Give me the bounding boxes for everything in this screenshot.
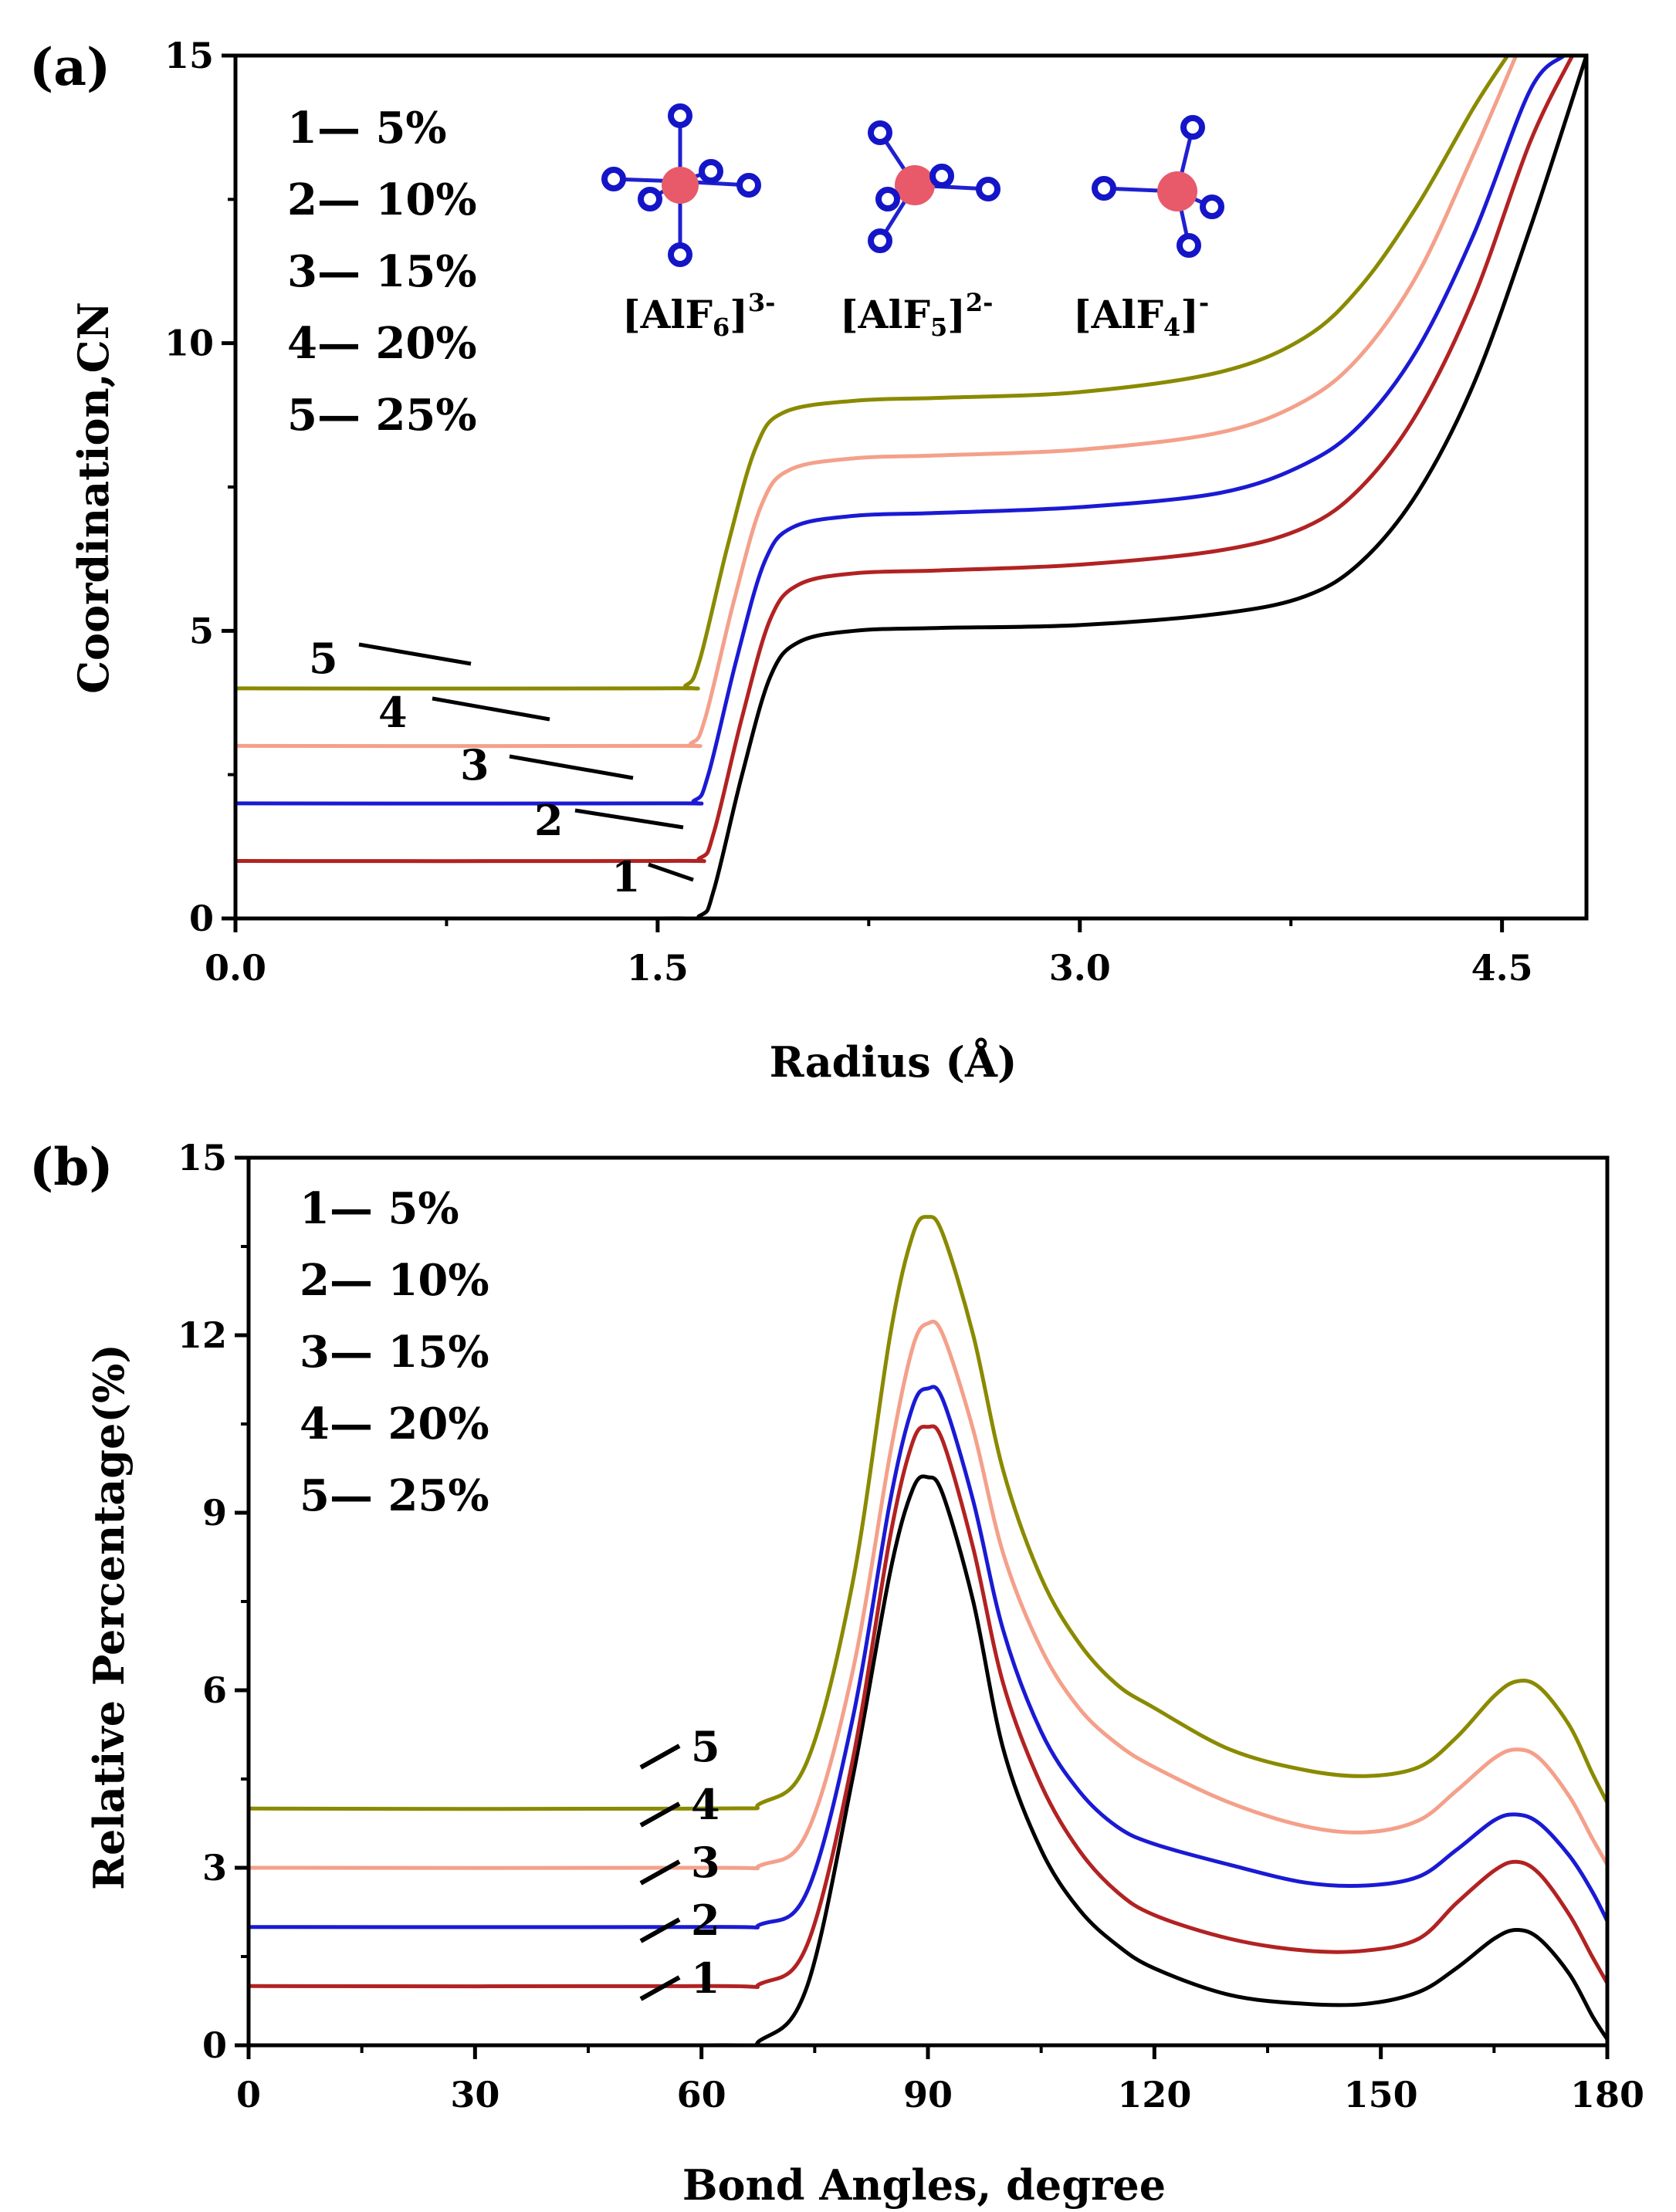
alf5-molecule-icon: [868, 120, 1001, 253]
legend-b-item-2: 2— 10%: [300, 1255, 489, 1306]
series-line-a-2: [235, 56, 1575, 864]
curve-label-a-3: 3: [460, 740, 489, 790]
panel-a-curves: [235, 56, 1586, 918]
alf6-molecule-icon: [601, 103, 761, 267]
series-line-b-1: [249, 1474, 1607, 2045]
y-tick-label-b: 15: [178, 1137, 227, 1179]
legend-a-item-3: 3— 15%: [287, 246, 477, 297]
x-tick-label-b: 60: [677, 2074, 726, 2116]
x-tick-label-b: 120: [1117, 2074, 1191, 2116]
curve-pointer-b-4: [639, 1801, 681, 1828]
series-line-a-4: [235, 56, 1519, 749]
x-tick-label-b: 30: [450, 2074, 499, 2116]
y-tick-label-b: 12: [178, 1314, 227, 1356]
panel-b-curve-labels: 5 4 3 2 1: [639, 1722, 720, 2003]
species-label-alf6: [AlF6]3-: [622, 288, 775, 342]
y-tick-label-b: 0: [202, 2024, 227, 2066]
panel-b-y-ticks: 0 3 6 9 12 15: [178, 1137, 249, 2066]
y-tick-label-a: 15: [164, 35, 214, 76]
legend-a-item-4: 4— 20%: [287, 318, 477, 369]
x-tick-label-a: 0.0: [205, 947, 266, 989]
panel-b-y-label: Relative Percentage(%): [84, 1344, 134, 1890]
curve-label-b-5: 5: [691, 1722, 720, 1771]
species-label-alf5: [AlF5]2-: [840, 288, 993, 342]
series-line-a-3: [235, 56, 1566, 806]
x-tick-label-b: 0: [236, 2074, 261, 2116]
curve-label-a-5: 5: [309, 634, 338, 683]
panel-a-x-ticks: 0.0 1.5 3.0 4.5: [205, 918, 1533, 989]
curve-pointer-a-3: [509, 754, 634, 780]
legend-b-item-3: 3— 15%: [300, 1327, 489, 1378]
legend-b-item-1: 1— 5%: [300, 1183, 459, 1234]
legend-a-item-1: 1— 5%: [287, 103, 447, 154]
panel-a-y-ticks: 0 5 10 15: [164, 35, 235, 939]
curve-label-b-4: 4: [691, 1780, 720, 1829]
x-tick-label-b: 150: [1344, 2074, 1418, 2116]
curve-pointer-b-5: [639, 1744, 681, 1770]
y-tick-label-a: 10: [164, 323, 214, 364]
panel-b-x-ticks: 0 30 60 90 120 150 180: [236, 2045, 1644, 2116]
panel-a-curve-labels: 5 4 3 2 1: [309, 634, 694, 901]
y-tick-label-b: 6: [202, 1669, 227, 1711]
series-line-b-5: [249, 1215, 1607, 1811]
alf4-molecule-icon: [1092, 115, 1224, 258]
x-tick-label-b: 180: [1570, 2074, 1644, 2116]
curve-label-b-1: 1: [691, 1953, 720, 2003]
panel-b-curves: [249, 1215, 1607, 2045]
curve-label-b-3: 3: [691, 1838, 720, 1887]
y-tick-label-b: 9: [202, 1492, 227, 1534]
x-tick-label-a: 3.0: [1049, 947, 1111, 989]
y-tick-label-a: 5: [189, 610, 214, 651]
series-line-b-3: [249, 1385, 1607, 1930]
species-label-alf4: [AlF4]-: [1073, 288, 1209, 342]
panel-b-x-label: Bond Angles, degree: [682, 2160, 1166, 2210]
panel-b-legend: 1— 5% 2— 10% 3— 15% 4— 20% 5— 25%: [300, 1183, 489, 1521]
legend-b-item-5: 5— 25%: [300, 1470, 489, 1521]
x-tick-label-b: 90: [903, 2074, 953, 2116]
curve-pointer-b-2: [639, 1917, 681, 1943]
series-line-b-4: [249, 1319, 1607, 1871]
legend-b-item-4: 4— 20%: [300, 1399, 489, 1449]
series-line-b-2: [249, 1424, 1607, 1990]
y-tick-label-b: 3: [202, 1847, 227, 1889]
curve-label-a-1: 1: [611, 852, 641, 901]
x-tick-label-a: 1.5: [627, 947, 689, 989]
legend-a-item-2: 2— 10%: [287, 174, 477, 225]
curve-pointer-a-4: [432, 696, 550, 722]
curve-label-b-2: 2: [691, 1896, 720, 1945]
legend-a-item-5: 5— 25%: [287, 390, 477, 441]
panel-a-legend: 1— 5% 2— 10% 3— 15% 4— 20% 5— 25%: [287, 103, 477, 441]
panel-a-x-label: Radius (Å): [770, 1037, 1017, 1087]
curve-pointer-a-2: [574, 808, 684, 830]
curve-pointer-b-3: [639, 1859, 681, 1886]
panel-b-label: (b): [29, 1137, 113, 1197]
x-tick-label-a: 4.5: [1471, 947, 1533, 989]
panel-a-y-label: Coordination,CN: [69, 302, 118, 694]
curve-label-a-2: 2: [534, 796, 564, 845]
panel-a-label: (a): [29, 37, 110, 97]
curve-pointer-b-1: [639, 1975, 681, 2001]
curve-pointer-a-5: [358, 642, 472, 666]
curve-pointer-a-1: [648, 862, 694, 882]
curve-label-a-4: 4: [378, 688, 408, 737]
series-line-a-5: [235, 56, 1509, 691]
y-tick-label-a: 0: [189, 898, 214, 939]
